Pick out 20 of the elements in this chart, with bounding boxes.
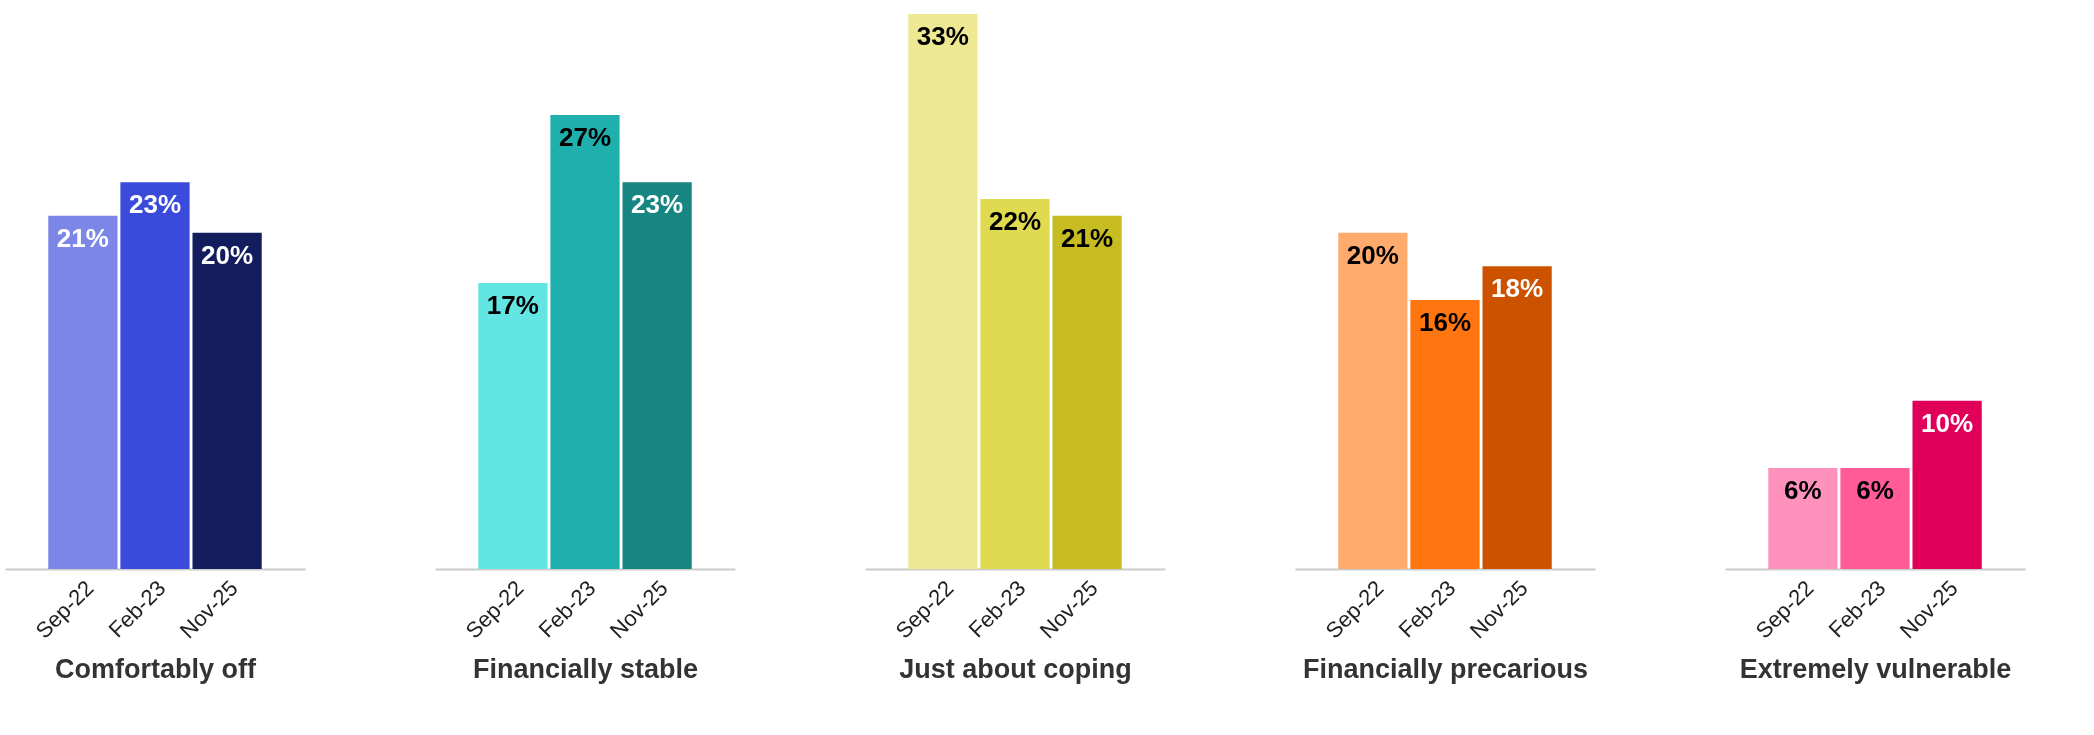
- data-label: 16%: [1418, 306, 1472, 337]
- data-label: 20%: [201, 239, 254, 270]
- data-label: 22%: [988, 206, 1042, 236]
- x-axis-title: Extremely vulnerable: [1739, 653, 2012, 684]
- data-label: 6%: [1784, 475, 1822, 506]
- data-label: 6%: [1856, 475, 1894, 506]
- x-axis-title: Comfortably off: [55, 653, 257, 684]
- x-axis-title: Just about coping: [899, 653, 1132, 684]
- data-label: 23%: [631, 189, 684, 220]
- data-label: 10%: [1921, 407, 1974, 438]
- data-label: 27%: [558, 121, 612, 152]
- data-label: 17%: [486, 290, 539, 321]
- data-label: 21%: [1061, 222, 1114, 253]
- data-label: 23%: [128, 189, 182, 220]
- x-axis-title: Financially stable: [472, 653, 699, 684]
- data-label: 20%: [1346, 239, 1399, 270]
- x-axis-title: Financially precarious: [1302, 653, 1589, 684]
- data-label: 21%: [56, 222, 109, 253]
- data-label: 18%: [1491, 273, 1544, 304]
- data-label: 33%: [916, 21, 969, 51]
